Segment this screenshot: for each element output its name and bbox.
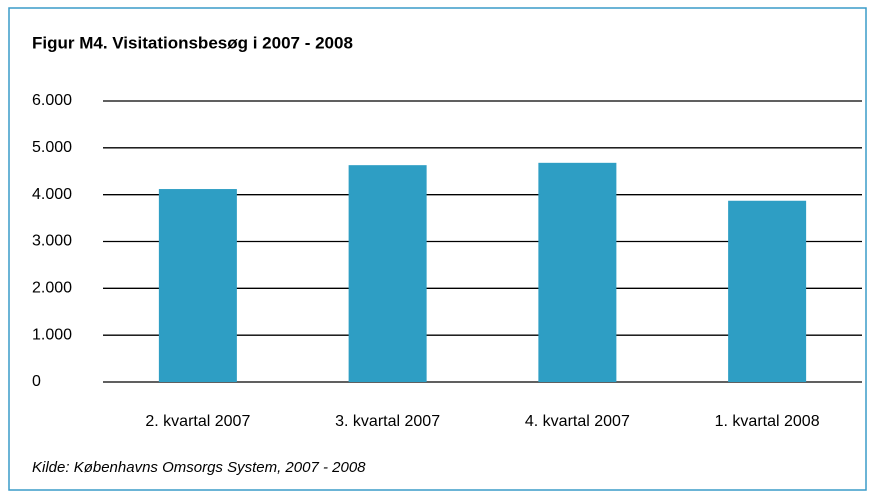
y-tick-label: 2.000	[32, 280, 72, 297]
y-tick-label: 6.000	[32, 92, 72, 109]
x-tick-label: 2. kvartal 2007	[145, 413, 250, 430]
source-note: Kilde: Københavns Omsorgs System, 2007 -…	[32, 459, 366, 476]
chart-title: Figur M4. Visitationsbesøg i 2007 - 2008	[32, 33, 353, 52]
bar	[158, 189, 237, 382]
bar	[728, 200, 807, 382]
y-tick-label: 4.000	[32, 186, 72, 203]
y-tick-label: 3.000	[32, 233, 72, 250]
y-tick-label: 5.000	[32, 139, 72, 156]
y-tick-label: 1.000	[32, 326, 72, 343]
frame	[8, 7, 867, 491]
x-tick-label: 1. kvartal 2008	[715, 413, 820, 430]
x-tick-label: 4. kvartal 2007	[525, 413, 630, 430]
x-tick-label: 3. kvartal 2007	[335, 413, 440, 430]
bar	[538, 162, 617, 382]
bar	[348, 165, 427, 382]
y-tick-label: 0	[32, 373, 41, 390]
